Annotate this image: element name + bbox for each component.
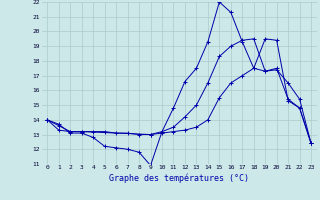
X-axis label: Graphe des températures (°C): Graphe des températures (°C) [109,173,249,183]
